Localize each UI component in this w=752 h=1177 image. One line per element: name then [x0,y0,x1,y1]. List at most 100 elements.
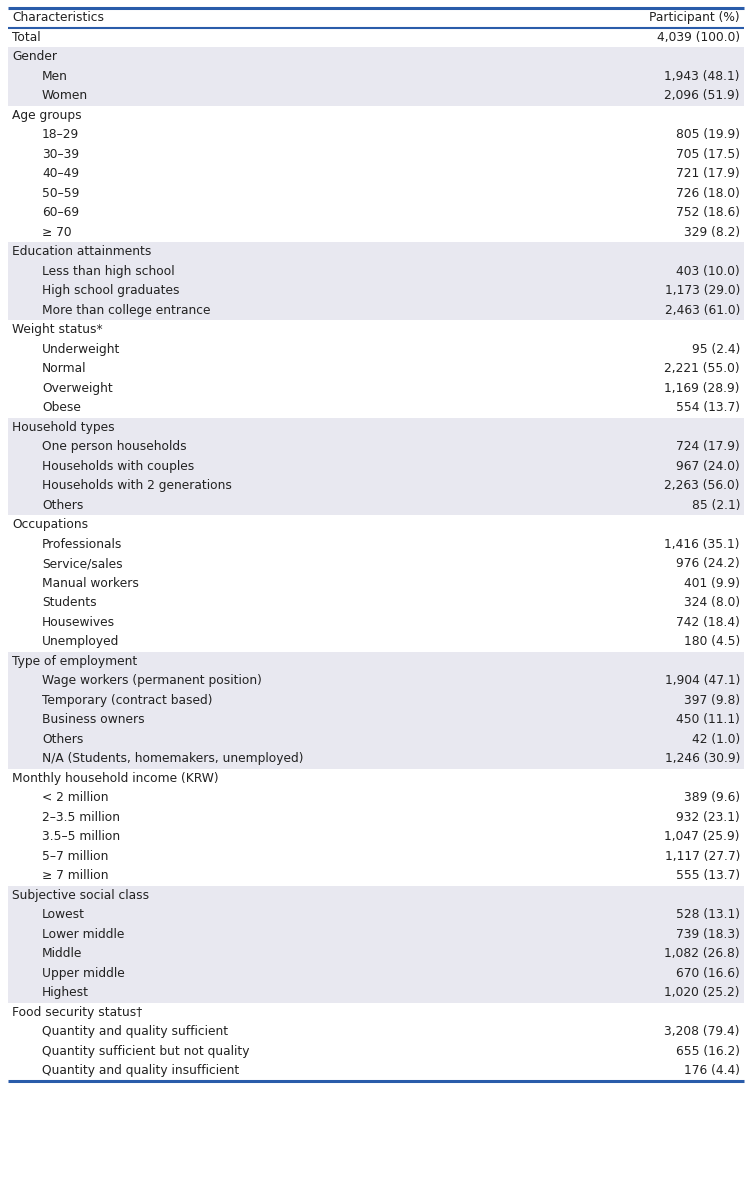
Text: 1,169 (28.9): 1,169 (28.9) [665,381,740,394]
Text: Households with 2 generations: Households with 2 generations [42,479,232,492]
Text: One person households: One person households [42,440,186,453]
Text: 2–3.5 million: 2–3.5 million [42,811,120,824]
Text: Monthly household income (KRW): Monthly household income (KRW) [12,772,219,785]
Bar [8,242,744,261]
Text: 670 (16.6): 670 (16.6) [676,966,740,979]
Text: 1,173 (29.0): 1,173 (29.0) [665,285,740,298]
Text: Overweight: Overweight [42,381,113,394]
Text: 1,117 (27.7): 1,117 (27.7) [665,850,740,863]
Text: Education attainments: Education attainments [12,245,151,258]
Text: Service/sales: Service/sales [42,557,123,570]
Bar [8,671,744,691]
Text: 5–7 million: 5–7 million [42,850,108,863]
Text: Type of employment: Type of employment [12,654,138,667]
Text: Manual workers: Manual workers [42,577,139,590]
Text: Men: Men [42,69,68,82]
Text: Business owners: Business owners [42,713,144,726]
Bar [8,66,744,86]
Text: Households with couples: Households with couples [42,460,194,473]
Text: 742 (18.4): 742 (18.4) [676,616,740,629]
Bar [8,457,744,476]
Text: 967 (24.0): 967 (24.0) [676,460,740,473]
Text: 3,208 (79.4): 3,208 (79.4) [665,1025,740,1038]
Bar [8,281,744,300]
Text: Participant (%): Participant (%) [650,12,740,25]
Text: 1,082 (26.8): 1,082 (26.8) [664,947,740,960]
Text: Others: Others [42,733,83,746]
Text: 2,463 (61.0): 2,463 (61.0) [665,304,740,317]
Text: N/A (Students, homemakers, unemployed): N/A (Students, homemakers, unemployed) [42,752,304,765]
Bar [8,418,744,437]
Text: Weight status*: Weight status* [12,324,102,337]
Bar [8,710,744,730]
Text: Women: Women [42,89,88,102]
Text: 752 (18.6): 752 (18.6) [676,206,740,219]
Text: 554 (13.7): 554 (13.7) [676,401,740,414]
Text: 30–39: 30–39 [42,148,79,161]
Bar [8,749,744,769]
Text: Food security status†: Food security status† [12,1006,142,1019]
Bar [8,924,744,944]
Text: 1,020 (25.2): 1,020 (25.2) [665,986,740,999]
Text: Gender: Gender [12,51,57,64]
Text: Characteristics: Characteristics [12,12,104,25]
Text: 724 (17.9): 724 (17.9) [676,440,740,453]
Text: Highest: Highest [42,986,89,999]
Text: 60–69: 60–69 [42,206,79,219]
Text: ≥ 70: ≥ 70 [42,226,71,239]
Text: 450 (11.1): 450 (11.1) [676,713,740,726]
Text: Total: Total [12,31,41,44]
Text: 976 (24.2): 976 (24.2) [676,557,740,570]
Bar [8,964,744,983]
Text: 403 (10.0): 403 (10.0) [676,265,740,278]
Bar [8,496,744,516]
Bar [8,300,744,320]
Text: Upper middle: Upper middle [42,966,125,979]
Text: Lowest: Lowest [42,909,85,922]
Text: 705 (17.5): 705 (17.5) [676,148,740,161]
Text: More than college entrance: More than college entrance [42,304,211,317]
Text: 739 (18.3): 739 (18.3) [676,927,740,940]
Text: 528 (13.1): 528 (13.1) [676,909,740,922]
Text: Middle: Middle [42,947,83,960]
Text: Obese: Obese [42,401,81,414]
Bar [8,691,744,710]
Text: Temporary (contract based): Temporary (contract based) [42,693,213,706]
Text: 40–49: 40–49 [42,167,79,180]
Text: 932 (23.1): 932 (23.1) [676,811,740,824]
Text: 721 (17.9): 721 (17.9) [676,167,740,180]
Text: High school graduates: High school graduates [42,285,180,298]
Bar [8,944,744,964]
Text: 176 (4.4): 176 (4.4) [684,1064,740,1077]
Text: 555 (13.7): 555 (13.7) [676,870,740,883]
Text: 42 (1.0): 42 (1.0) [692,733,740,746]
Text: 4,039 (100.0): 4,039 (100.0) [657,31,740,44]
Text: 1,047 (25.9): 1,047 (25.9) [665,830,740,843]
Text: Students: Students [42,597,96,610]
Text: 726 (18.0): 726 (18.0) [676,187,740,200]
Text: 3.5–5 million: 3.5–5 million [42,830,120,843]
Text: Quantity and quality insufficient: Quantity and quality insufficient [42,1064,239,1077]
Bar [8,47,744,66]
Text: Subjective social class: Subjective social class [12,889,149,902]
Text: 1,943 (48.1): 1,943 (48.1) [665,69,740,82]
Bar [8,885,744,905]
Text: Unemployed: Unemployed [42,636,120,649]
Text: Others: Others [42,499,83,512]
Text: 1,246 (30.9): 1,246 (30.9) [665,752,740,765]
Text: Housewives: Housewives [42,616,115,629]
Text: Quantity sufficient but not quality: Quantity sufficient but not quality [42,1045,250,1058]
Text: 1,904 (47.1): 1,904 (47.1) [665,674,740,687]
Text: 805 (19.9): 805 (19.9) [676,128,740,141]
Text: Age groups: Age groups [12,108,82,121]
Text: Less than high school: Less than high school [42,265,174,278]
Text: 85 (2.1): 85 (2.1) [692,499,740,512]
Text: 655 (16.2): 655 (16.2) [676,1045,740,1058]
Text: ≥ 7 million: ≥ 7 million [42,870,108,883]
Text: 2,221 (55.0): 2,221 (55.0) [664,363,740,375]
Text: 18–29: 18–29 [42,128,79,141]
Text: Household types: Household types [12,420,114,434]
Text: Normal: Normal [42,363,86,375]
Text: Occupations: Occupations [12,518,88,531]
Text: 50–59: 50–59 [42,187,80,200]
